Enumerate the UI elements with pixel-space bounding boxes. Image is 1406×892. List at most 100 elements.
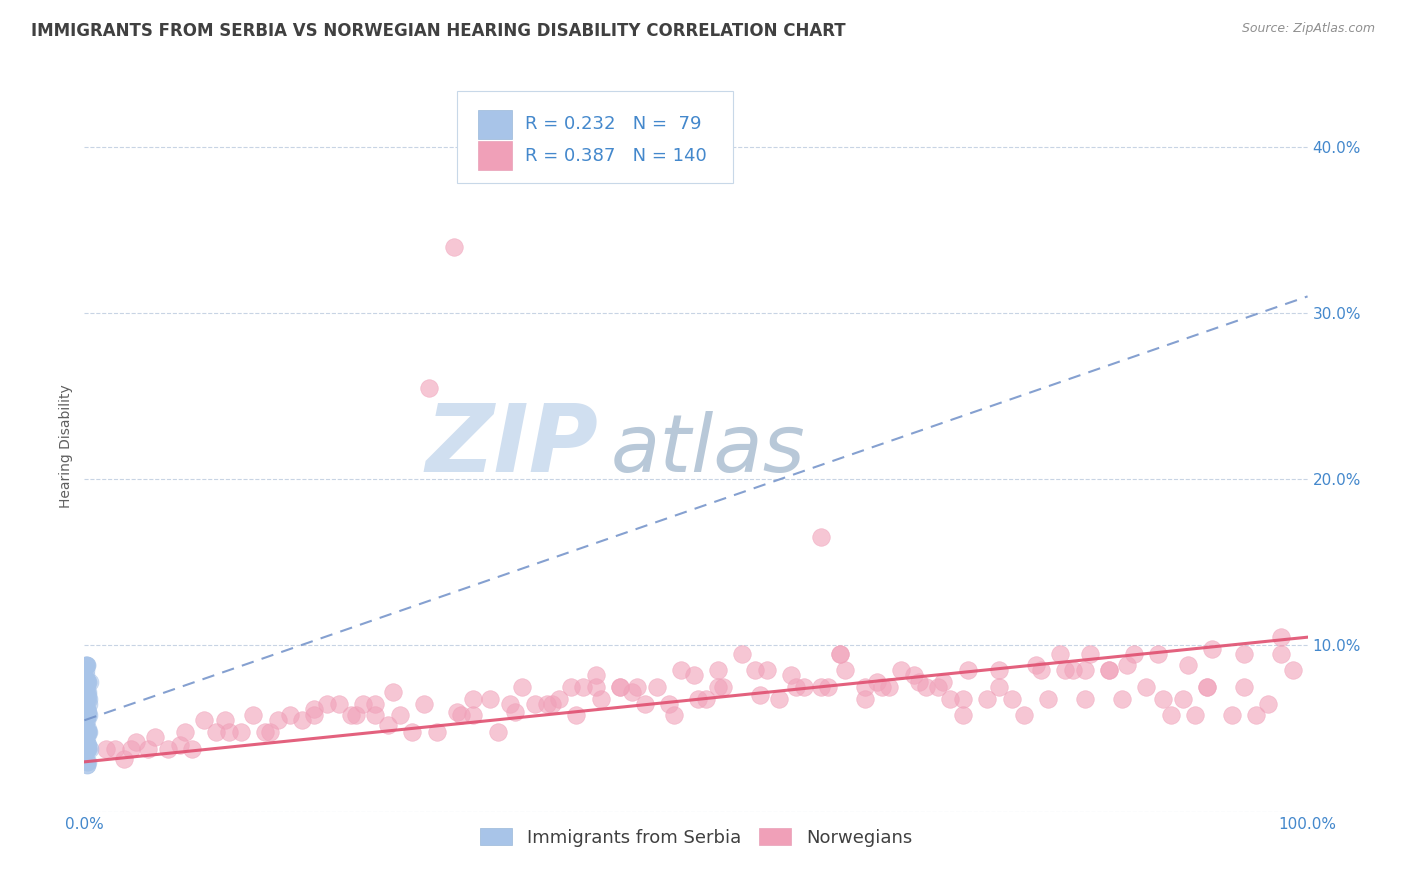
Point	[76, 714, 98, 728]
Point	[939, 691, 962, 706]
Point	[76, 701, 98, 715]
Point	[75, 668, 97, 682]
Point	[707, 680, 730, 694]
Point	[565, 708, 588, 723]
Point	[413, 697, 436, 711]
Point	[364, 697, 387, 711]
Point	[76, 708, 98, 723]
Point	[695, 691, 717, 706]
Point	[755, 664, 778, 678]
Point	[633, 697, 655, 711]
Point	[645, 680, 668, 694]
Point	[463, 691, 485, 706]
Point	[76, 708, 98, 723]
Point	[75, 672, 97, 686]
Point	[793, 680, 815, 694]
Point	[744, 664, 766, 678]
Point	[364, 708, 387, 723]
Point	[77, 685, 100, 699]
Point	[780, 668, 803, 682]
Point	[1098, 664, 1121, 678]
Point	[75, 691, 97, 706]
Point	[1111, 691, 1133, 706]
Point	[76, 725, 98, 739]
Point	[768, 691, 790, 706]
Point	[1074, 664, 1097, 678]
Point	[181, 741, 204, 756]
Point	[853, 680, 876, 694]
Point	[662, 708, 685, 723]
Point	[1201, 641, 1223, 656]
Point	[1062, 664, 1084, 678]
Point	[266, 714, 288, 728]
Point	[77, 689, 100, 703]
Point	[75, 680, 97, 694]
Point	[658, 697, 681, 711]
Point	[976, 691, 998, 706]
Point	[1171, 691, 1194, 706]
Point	[77, 738, 100, 752]
Point	[75, 680, 97, 694]
Point	[76, 675, 98, 690]
Point	[785, 680, 807, 694]
Point	[988, 680, 1011, 694]
Point	[143, 730, 166, 744]
Point	[381, 685, 404, 699]
Point	[1197, 680, 1219, 694]
Point	[1220, 708, 1243, 723]
Point	[125, 735, 148, 749]
Point	[1054, 664, 1077, 678]
Point	[75, 725, 97, 739]
Point	[76, 738, 98, 752]
Point	[446, 705, 468, 719]
Point	[75, 664, 97, 678]
Point	[1135, 680, 1157, 694]
Point	[1233, 647, 1256, 661]
Point	[688, 691, 710, 706]
Point	[205, 725, 228, 739]
Point	[830, 647, 852, 661]
Point	[866, 675, 889, 690]
Point	[242, 708, 264, 723]
Point	[77, 675, 100, 690]
Point	[75, 725, 97, 739]
Point	[609, 680, 631, 694]
Point	[1098, 664, 1121, 678]
Point	[585, 680, 607, 694]
Point	[75, 722, 97, 736]
Point	[77, 725, 100, 739]
Point	[1147, 647, 1170, 661]
Point	[340, 708, 363, 723]
Point	[229, 725, 252, 739]
Point	[748, 689, 770, 703]
Point	[77, 738, 100, 752]
Point	[77, 708, 100, 723]
Point	[1197, 680, 1219, 694]
Point	[589, 691, 612, 706]
Point	[1270, 630, 1292, 644]
Point	[956, 664, 979, 678]
Point	[79, 675, 101, 690]
Point	[278, 708, 301, 723]
Point	[1177, 658, 1199, 673]
Point	[463, 708, 485, 723]
Point	[104, 741, 127, 756]
Point	[671, 664, 693, 678]
Point	[77, 705, 100, 719]
Point	[443, 239, 465, 253]
Point	[344, 708, 367, 723]
Point	[75, 675, 97, 690]
Point	[890, 664, 912, 678]
Point	[479, 691, 502, 706]
Point	[932, 675, 955, 690]
Point	[75, 675, 97, 690]
Point	[1184, 708, 1206, 723]
Point	[75, 718, 97, 732]
Point	[877, 680, 900, 694]
Point	[77, 697, 100, 711]
Point	[450, 708, 472, 723]
Point	[75, 685, 97, 699]
Point	[75, 691, 97, 706]
FancyBboxPatch shape	[478, 110, 513, 139]
Point	[76, 730, 98, 744]
